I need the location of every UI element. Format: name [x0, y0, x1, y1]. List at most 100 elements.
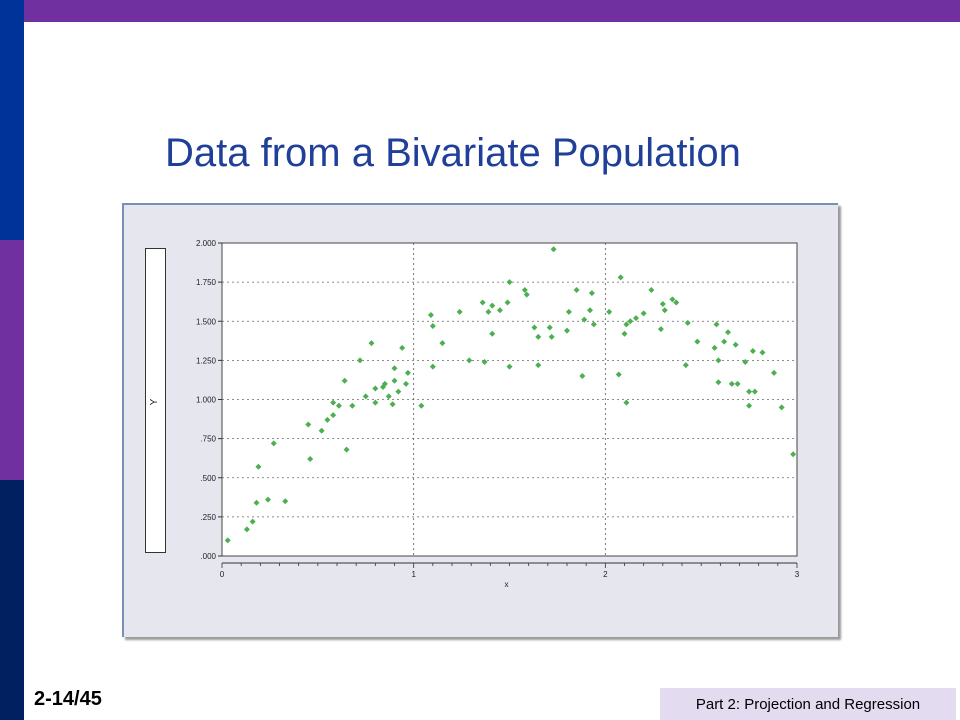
data-point	[621, 330, 628, 337]
data-point	[429, 363, 436, 370]
left-accent-strip	[0, 0, 24, 720]
data-point	[418, 402, 425, 409]
data-point	[521, 286, 528, 293]
data-point	[395, 388, 402, 395]
data-point	[330, 399, 337, 406]
data-point	[330, 412, 337, 419]
data-point	[403, 380, 409, 387]
data-point	[640, 310, 647, 317]
left-strip-navy-segment	[0, 480, 24, 720]
data-point	[573, 286, 580, 293]
data-point	[343, 446, 350, 453]
y-tick-label: .500	[200, 474, 216, 483]
data-point	[429, 322, 436, 329]
data-point	[771, 369, 777, 376]
x-tick-label: 0	[220, 570, 225, 579]
data-point	[523, 291, 530, 298]
data-point	[615, 371, 622, 378]
data-point	[734, 380, 741, 387]
data-point	[282, 498, 289, 505]
data-point	[564, 327, 570, 334]
data-point	[759, 349, 766, 356]
y-tick-label: 1.500	[196, 317, 217, 326]
data-point	[579, 373, 586, 380]
data-point	[749, 347, 756, 354]
data-point	[318, 427, 325, 434]
data-point	[489, 302, 496, 309]
data-point	[270, 440, 277, 447]
data-point	[657, 326, 664, 333]
y-tick-label: 1.750	[196, 278, 217, 287]
data-point	[715, 379, 722, 386]
data-point	[531, 324, 538, 331]
data-point	[485, 308, 492, 315]
data-point	[253, 499, 260, 506]
data-point	[349, 402, 356, 409]
y-axis-label-box	[145, 248, 166, 553]
data-point	[389, 401, 396, 408]
data-point	[341, 377, 348, 384]
data-point	[623, 321, 630, 328]
y-tick-label: 2.000	[196, 239, 217, 248]
x-axis-label: x	[505, 580, 509, 589]
data-point	[224, 537, 231, 544]
data-point	[427, 311, 434, 318]
data-point	[399, 344, 406, 351]
data-point	[721, 338, 728, 345]
data-point	[439, 340, 446, 347]
data-point	[550, 246, 557, 253]
data-point	[648, 286, 655, 293]
footer-section-label: Part 2: Projection and Regression	[660, 688, 956, 720]
data-point	[385, 393, 392, 400]
data-point	[357, 357, 363, 364]
data-point	[307, 455, 314, 462]
data-point	[372, 385, 379, 392]
data-point	[249, 518, 256, 525]
y-tick-label: .250	[200, 513, 216, 522]
data-point	[391, 377, 398, 384]
data-point	[790, 451, 797, 458]
data-point	[742, 358, 749, 365]
data-point	[368, 340, 375, 347]
data-point	[746, 402, 753, 409]
data-point	[778, 404, 785, 411]
data-point	[659, 301, 666, 308]
data-point	[504, 299, 511, 306]
data-point	[669, 296, 676, 303]
data-point	[590, 321, 597, 328]
x-tick-label: 1	[411, 570, 416, 579]
page-number: 2-14/45	[34, 688, 102, 710]
data-point	[606, 308, 613, 315]
data-point	[381, 380, 388, 387]
data-point	[581, 316, 588, 323]
data-point	[588, 290, 595, 297]
data-point	[489, 330, 496, 337]
data-point	[684, 319, 691, 326]
data-point	[362, 393, 369, 400]
data-point	[324, 416, 331, 423]
data-point	[466, 357, 473, 364]
data-point	[265, 496, 271, 503]
data-point	[548, 333, 555, 340]
data-point	[746, 388, 753, 395]
data-point	[506, 363, 513, 370]
data-point	[535, 333, 542, 340]
data-point	[404, 369, 411, 376]
data-point	[715, 357, 722, 364]
x-tick-label: 2	[603, 570, 608, 579]
x-tick-label: 3	[795, 570, 800, 579]
data-point	[633, 315, 639, 322]
data-point	[372, 399, 379, 406]
data-point	[751, 388, 758, 395]
y-tick-label: .750	[200, 435, 216, 444]
data-point	[713, 321, 720, 328]
data-point	[456, 308, 463, 315]
data-point	[711, 344, 718, 351]
data-point	[255, 463, 262, 470]
data-point	[732, 341, 739, 348]
data-point	[673, 299, 680, 306]
data-point	[725, 329, 731, 336]
data-point	[627, 318, 634, 325]
left-strip-blue-segment	[0, 0, 24, 240]
